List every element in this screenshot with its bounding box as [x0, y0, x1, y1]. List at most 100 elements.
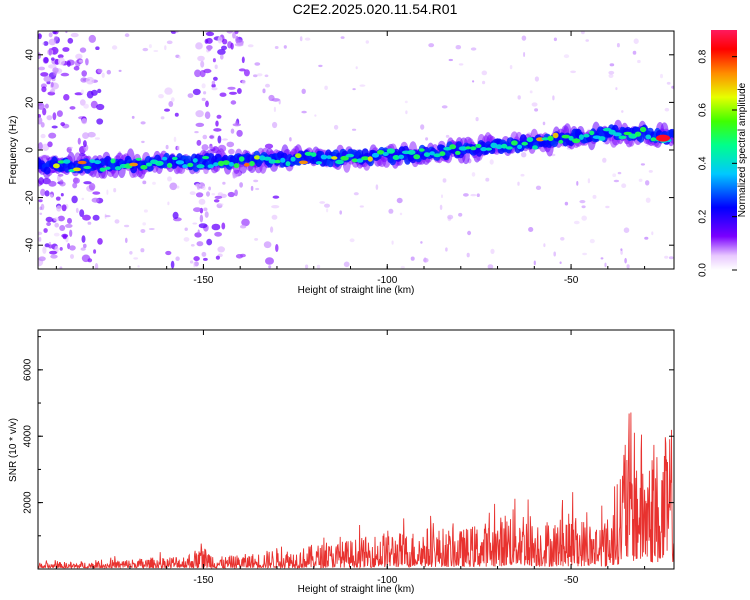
noise-blob: [239, 182, 244, 188]
noise-blob: [42, 246, 47, 254]
noise-blob: [201, 251, 207, 257]
noise-blob: [375, 184, 379, 190]
ridge-peak: [501, 143, 508, 149]
ridge-peak: [207, 164, 214, 169]
noise-blob: [50, 89, 56, 93]
noise-blob: [208, 186, 212, 191]
noise-blob: [581, 215, 587, 221]
noise-blob: [229, 91, 237, 95]
ridge-peak: [345, 153, 355, 158]
noise-blob: [666, 81, 671, 85]
noise-blob: [207, 45, 212, 52]
noise-blob: [52, 31, 57, 35]
noise-blob: [645, 197, 651, 203]
ridge-peak: [233, 163, 240, 169]
noise-blob: [38, 236, 42, 242]
noise-blob: [221, 45, 227, 51]
noise-blob: [420, 124, 425, 130]
noise-blob: [533, 260, 536, 266]
noise-blob: [137, 265, 140, 268]
ridge-max: [656, 134, 670, 142]
noise-blob: [61, 204, 67, 212]
ridge-peak: [505, 146, 513, 150]
noise-blob: [212, 58, 216, 63]
ridge-peak: [254, 155, 261, 160]
noise-blob: [94, 137, 100, 140]
noise-blob: [50, 254, 58, 259]
noise-blob: [481, 70, 488, 76]
noise-blob: [458, 63, 464, 66]
noise-blob: [79, 47, 87, 53]
noise-blob: [60, 193, 64, 197]
noise-blob: [88, 183, 96, 191]
noise-blob: [318, 64, 323, 68]
y-tick-label: 40: [25, 49, 36, 61]
noise-blob: [235, 253, 244, 259]
ridge-peak: [298, 160, 308, 165]
ridge-peak: [280, 157, 286, 163]
noise-blob: [648, 170, 653, 173]
ridge-peak: [598, 136, 606, 141]
noise-blob: [59, 247, 63, 251]
noise-blob: [81, 197, 85, 201]
noise-blob: [104, 215, 111, 218]
noise-blob: [131, 115, 135, 119]
noise-blob: [487, 264, 494, 269]
noise-blob: [228, 148, 235, 155]
noise-blob: [423, 258, 429, 263]
noise-blob: [211, 80, 216, 85]
noise-blob: [174, 112, 179, 117]
colorbar-tick-label: 0.8: [698, 49, 709, 63]
noise-blob: [645, 144, 649, 147]
noise-blob: [47, 141, 53, 148]
ridge-peak: [77, 160, 87, 165]
noise-blob: [57, 57, 66, 66]
noise-blob: [613, 179, 620, 183]
ridge-peak: [114, 166, 122, 171]
noise-blob: [90, 100, 98, 109]
noise-blob: [59, 266, 63, 269]
noise-blob: [193, 262, 196, 268]
ridge-peak: [423, 152, 431, 158]
noise-blob: [343, 261, 350, 268]
noise-blob: [196, 139, 202, 146]
noise-blob: [72, 177, 80, 184]
noise-blob: [69, 229, 73, 237]
noise-blob: [170, 31, 177, 34]
noise-blob: [41, 86, 47, 93]
ridge-peak: [73, 167, 81, 172]
noise-blob: [129, 251, 133, 255]
noise-blob: [304, 37, 311, 41]
noise-blob: [234, 121, 239, 125]
noise-blob: [222, 38, 228, 45]
noise-blob: [255, 187, 260, 191]
noise-blob: [114, 219, 120, 224]
noise-blob: [218, 203, 224, 206]
noise-blob: [87, 131, 96, 138]
ridge-peak: [53, 163, 60, 169]
noise-blob: [62, 47, 70, 52]
noise-blob: [442, 178, 447, 183]
noise-blob: [582, 252, 587, 256]
noise-blob: [56, 205, 62, 212]
noise-blob: [169, 182, 178, 191]
noise-blob: [587, 178, 591, 184]
ridge-peak: [645, 134, 652, 140]
noise-blob: [202, 185, 206, 191]
noise-blob: [240, 224, 247, 229]
noise-blob: [172, 211, 179, 219]
noise-blob: [81, 70, 87, 77]
noise-blob: [40, 122, 45, 128]
noise-blob: [213, 199, 220, 203]
y-tick-label: -20: [25, 190, 36, 205]
noise-blob: [46, 222, 51, 226]
noise-blob: [38, 52, 42, 59]
noise-blob: [553, 251, 556, 257]
noise-blob: [164, 45, 167, 51]
noise-blob: [54, 222, 59, 228]
noise-blob: [83, 181, 92, 185]
noise-blob: [70, 32, 79, 38]
noise-blob: [204, 211, 209, 218]
ridge-peak: [475, 143, 482, 148]
ridge-peak: [532, 145, 538, 150]
